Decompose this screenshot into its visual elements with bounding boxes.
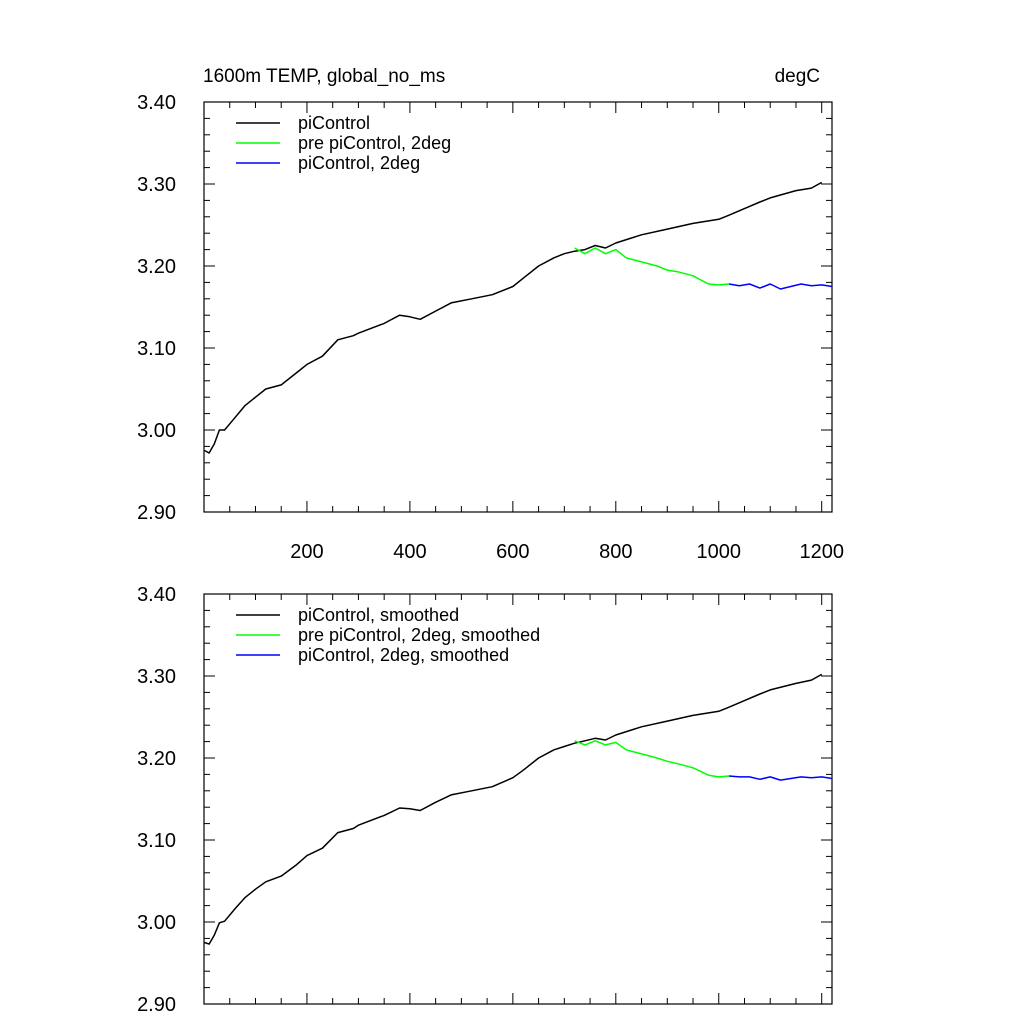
y-tick-label: 3.20 [137, 256, 176, 278]
chart-title: 1600m TEMP, global_no_ms [203, 66, 445, 87]
series-line-3 [728, 283, 833, 290]
legend-label: pre piControl, 2deg, smoothed [298, 625, 540, 645]
y-tick-label: 3.30 [137, 174, 176, 196]
units-label: degC [775, 66, 820, 87]
bottom-panel: 2.90 3.00 3.10 3.20 3.30 3.40 piControl, smoot… [137, 584, 833, 1016]
y-tick-label: 3.40 [137, 92, 176, 114]
series-line-1 [204, 673, 823, 945]
plot-frame [203, 593, 833, 1005]
y-tick-label: 3.30 [137, 666, 176, 688]
plot-frame [203, 101, 833, 513]
series-line-2 [574, 247, 730, 286]
x-tick-label: 200 [290, 541, 323, 563]
legend-label: piControl, 2deg [298, 153, 420, 173]
legend-label: piControl, smoothed [298, 605, 459, 625]
y-tick-label: 3.10 [137, 338, 176, 360]
series-line-1 [204, 181, 823, 454]
y-tick-label: 3.40 [137, 584, 176, 606]
series-line-3 [728, 775, 833, 781]
x-tick-label: 1000 [697, 541, 742, 563]
top-panel: 2.90 3.00 3.10 3.20 3.30 3.40 200 400 600 800 1000… [137, 92, 844, 563]
legend-label: piControl, 2deg, smoothed [298, 645, 509, 665]
legend-label: piControl [298, 113, 370, 133]
y-tick-label: 3.00 [137, 912, 176, 934]
y-tick-label: 2.90 [137, 994, 176, 1016]
series-line-2 [574, 740, 730, 778]
x-tick-label: 400 [393, 541, 426, 563]
y-tick-label: 2.90 [137, 502, 176, 524]
x-tick-label: 600 [496, 541, 529, 563]
x-tick-label: 800 [599, 541, 632, 563]
legend-label: pre piControl, 2deg [298, 133, 451, 153]
y-tick-label: 3.20 [137, 748, 176, 770]
y-tick-label: 3.00 [137, 420, 176, 442]
y-tick-label: 3.10 [137, 830, 176, 852]
x-tick-label: 1200 [799, 541, 844, 563]
